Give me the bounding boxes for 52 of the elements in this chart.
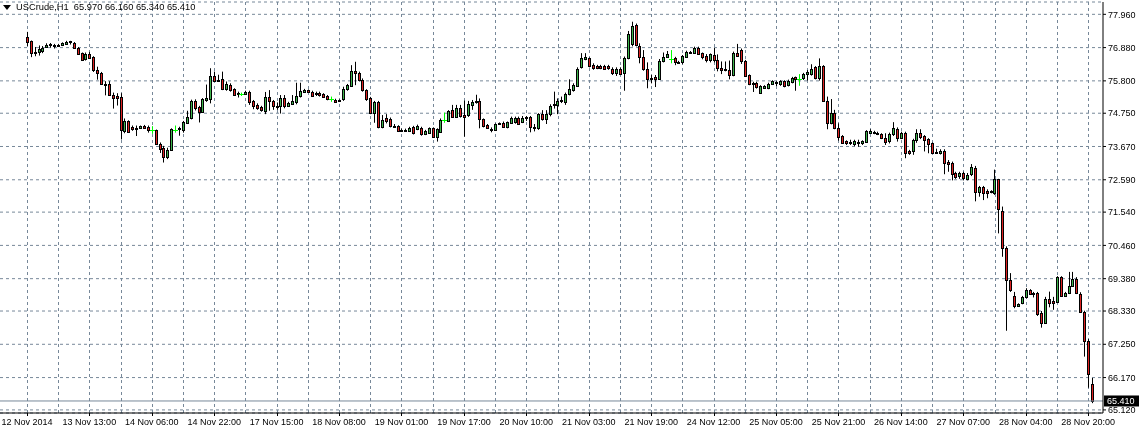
x-tick-label: 28 Nov 04:00 bbox=[998, 417, 1053, 427]
y-tick-label: 77.960 bbox=[1108, 9, 1136, 20]
candlestick bbox=[974, 165, 977, 202]
candlestick bbox=[373, 100, 376, 124]
x-tick-label: 21 Nov 03:00 bbox=[561, 417, 616, 427]
candlestick bbox=[463, 100, 466, 138]
y-tick-label: 70.460 bbox=[1108, 240, 1136, 251]
candlestick bbox=[1044, 296, 1047, 325]
y-tick-label: 73.670 bbox=[1108, 141, 1136, 152]
candlestick bbox=[830, 98, 833, 125]
y-tick-label: 66.170 bbox=[1108, 372, 1136, 383]
y-tick-label: 76.880 bbox=[1108, 42, 1136, 53]
x-tick-label: 20 Nov 10:00 bbox=[499, 417, 554, 427]
x-tick-label: 25 Nov 05:00 bbox=[749, 417, 803, 427]
candlestick bbox=[268, 89, 271, 112]
candlestick bbox=[943, 148, 946, 175]
y-tick-label: 67.250 bbox=[1108, 339, 1136, 350]
x-tick-label: 19 Nov 17:00 bbox=[437, 417, 491, 427]
candlestick bbox=[209, 67, 212, 104]
x-tick-label: 12 Nov 2014 bbox=[1, 417, 53, 427]
x-tick-label: 18 Nov 08:00 bbox=[312, 417, 366, 427]
candlestick bbox=[354, 61, 357, 86]
y-tick-label: 68.330 bbox=[1108, 306, 1136, 317]
candlestick bbox=[350, 64, 353, 88]
y-tick-label: 75.800 bbox=[1108, 76, 1136, 87]
candlestick bbox=[732, 51, 735, 77]
candlestick bbox=[904, 131, 907, 159]
y-tick-label: 72.590 bbox=[1108, 174, 1136, 185]
chart-title: USCrude,H1 65.970 66.160 65.340 65.410 bbox=[16, 1, 196, 13]
candlestick bbox=[576, 66, 579, 88]
x-tick-label: 27 Nov 07:00 bbox=[936, 417, 991, 427]
x-tick-label: 14 Nov 06:00 bbox=[125, 417, 179, 427]
x-tick-label: 14 Nov 22:00 bbox=[187, 417, 241, 427]
x-tick-label: 19 Nov 01:00 bbox=[374, 417, 429, 427]
x-tick-label: 21 Nov 19:00 bbox=[624, 417, 678, 427]
candlestick bbox=[295, 82, 298, 105]
ref-line-label: 65.410 bbox=[1107, 396, 1135, 407]
candlestick bbox=[478, 97, 481, 129]
candlestick bbox=[658, 58, 661, 81]
x-tick-label: 13 Nov 13:00 bbox=[62, 417, 117, 427]
candlestick bbox=[264, 91, 267, 115]
candlestick bbox=[1091, 377, 1094, 404]
x-tick-label: 17 Nov 15:00 bbox=[249, 417, 304, 427]
x-tick-label: 24 Nov 12:00 bbox=[686, 417, 741, 427]
y-tick-label: 74.750 bbox=[1108, 108, 1136, 119]
x-tick-label: 28 Nov 20:00 bbox=[1061, 417, 1115, 427]
y-tick-label: 69.380 bbox=[1108, 273, 1136, 284]
x-tick-label: 25 Nov 21:00 bbox=[811, 417, 866, 427]
y-tick-label: 65.120 bbox=[1108, 405, 1136, 416]
candlestick bbox=[646, 61, 649, 89]
x-tick-label: 26 Nov 14:00 bbox=[874, 417, 928, 427]
y-tick-label: 71.540 bbox=[1108, 207, 1136, 218]
